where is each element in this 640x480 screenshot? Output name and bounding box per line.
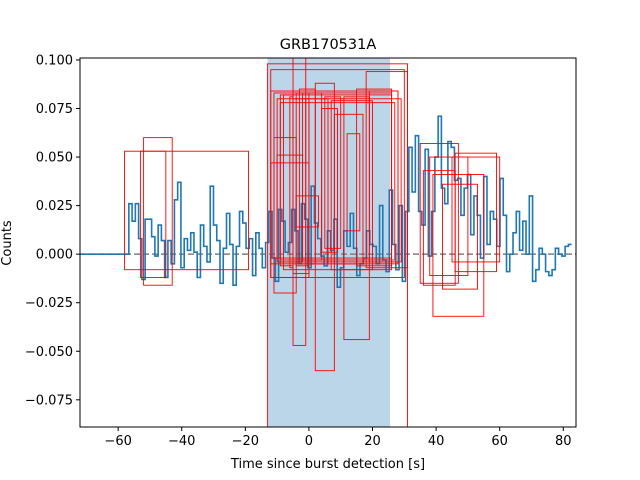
y-tick-label: 0.000 bbox=[36, 248, 73, 263]
lightcurve bbox=[80, 115, 572, 288]
detection-box bbox=[432, 174, 485, 317]
x-axis-ticks: −60 −40 −20 0 20 40 60 80 bbox=[104, 427, 572, 449]
detection-box bbox=[330, 100, 373, 271]
detection-box bbox=[451, 156, 501, 263]
y-tick-label: 0.050 bbox=[36, 151, 73, 166]
y-tick-label: −0.050 bbox=[25, 345, 73, 360]
plot-frame bbox=[79, 57, 577, 428]
detection-box bbox=[324, 96, 342, 249]
detection-box bbox=[295, 195, 319, 228]
detection-box bbox=[321, 108, 338, 253]
x-tick-label: 20 bbox=[364, 434, 381, 449]
lightcurve-step-line bbox=[80, 115, 572, 288]
x-tick-label: 40 bbox=[428, 434, 445, 449]
detection-box bbox=[333, 113, 364, 265]
detection-box bbox=[305, 98, 329, 265]
plot-area bbox=[80, 58, 576, 427]
y-tick-label: 0.025 bbox=[36, 199, 73, 214]
detection-box bbox=[429, 156, 469, 276]
burst-interval-span bbox=[267, 58, 390, 427]
y-axis-label: Counts bbox=[0, 220, 15, 266]
detection-box bbox=[454, 152, 497, 273]
detection-box bbox=[368, 90, 399, 263]
x-tick-label: 0 bbox=[305, 434, 313, 449]
detection-box bbox=[143, 137, 173, 286]
detection-box bbox=[356, 88, 393, 267]
detection-box bbox=[419, 143, 459, 284]
detection-boxes bbox=[124, 58, 501, 427]
x-tick-label: 80 bbox=[555, 434, 572, 449]
x-tick-label: −20 bbox=[232, 434, 259, 449]
detection-box bbox=[442, 183, 478, 290]
chart-title: GRB170531A bbox=[280, 37, 377, 53]
x-tick-label: −40 bbox=[168, 434, 195, 449]
y-axis-ticks: −0.075 −0.050 −0.025 0.000 0.025 0.050 0.075 0.… bbox=[25, 53, 80, 408]
x-tick-label: −60 bbox=[104, 434, 131, 449]
detection-box bbox=[124, 150, 249, 271]
detection-box bbox=[365, 71, 408, 269]
y-tick-label: −0.075 bbox=[25, 393, 73, 408]
y-tick-label: 0.075 bbox=[36, 102, 73, 117]
burst-span-rect bbox=[267, 58, 390, 427]
y-tick-label: −0.025 bbox=[25, 296, 73, 311]
x-tick-label: 60 bbox=[491, 434, 508, 449]
y-tick-label: 0.100 bbox=[36, 53, 73, 68]
detection-box bbox=[346, 133, 361, 232]
x-axis-label: Time since burst detection [s] bbox=[230, 457, 425, 472]
